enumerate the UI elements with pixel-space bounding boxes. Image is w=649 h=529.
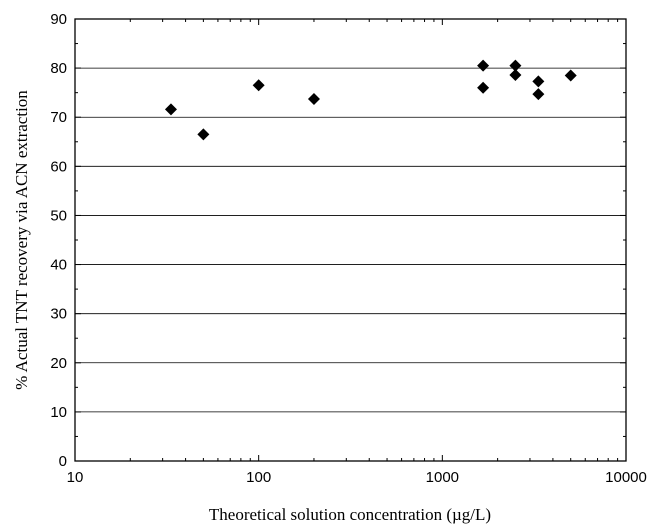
y-axis-title: % Actual TNT recovery via ACN extraction — [12, 90, 31, 390]
y-tick-label: 80 — [50, 60, 67, 77]
major-ticks — [74, 18, 627, 462]
y-tick-label: 40 — [50, 257, 67, 274]
data-point — [477, 59, 490, 72]
data-point — [197, 128, 210, 141]
minor-ticks — [75, 19, 626, 461]
x-tick-label: 1000 — [426, 469, 459, 486]
data-point — [532, 75, 545, 88]
grid-lines — [75, 67, 626, 413]
data-point — [252, 79, 265, 92]
data-point — [532, 88, 545, 101]
x-axis-title: Theoretical solution concentration (µg/L… — [209, 505, 491, 524]
x-tick-labels: 10 100 1000 10000 — [67, 469, 647, 486]
data-point — [307, 93, 320, 106]
y-tick-label: 10 — [50, 404, 67, 421]
y-tick-label: 90 — [50, 11, 67, 28]
y-tick-label: 0 — [59, 453, 67, 470]
y-tick-label: 60 — [50, 158, 67, 175]
x-tick-label: 100 — [246, 469, 271, 486]
y-tick-label: 50 — [50, 207, 67, 224]
x-tick-label: 10 — [67, 469, 84, 486]
y-tick-label: 20 — [50, 355, 67, 372]
data-point — [477, 81, 490, 94]
y-tick-labels: 0 10 20 30 40 50 60 70 80 90 — [50, 11, 67, 470]
data-point — [564, 69, 577, 82]
x-tick-label: 10000 — [605, 469, 647, 486]
y-tick-label: 30 — [50, 306, 67, 323]
y-tick-label: 70 — [50, 109, 67, 126]
data-point — [164, 103, 177, 116]
plot-frame — [74, 18, 627, 462]
data-point — [509, 59, 522, 72]
data-point — [509, 68, 522, 81]
data-points — [164, 59, 577, 141]
